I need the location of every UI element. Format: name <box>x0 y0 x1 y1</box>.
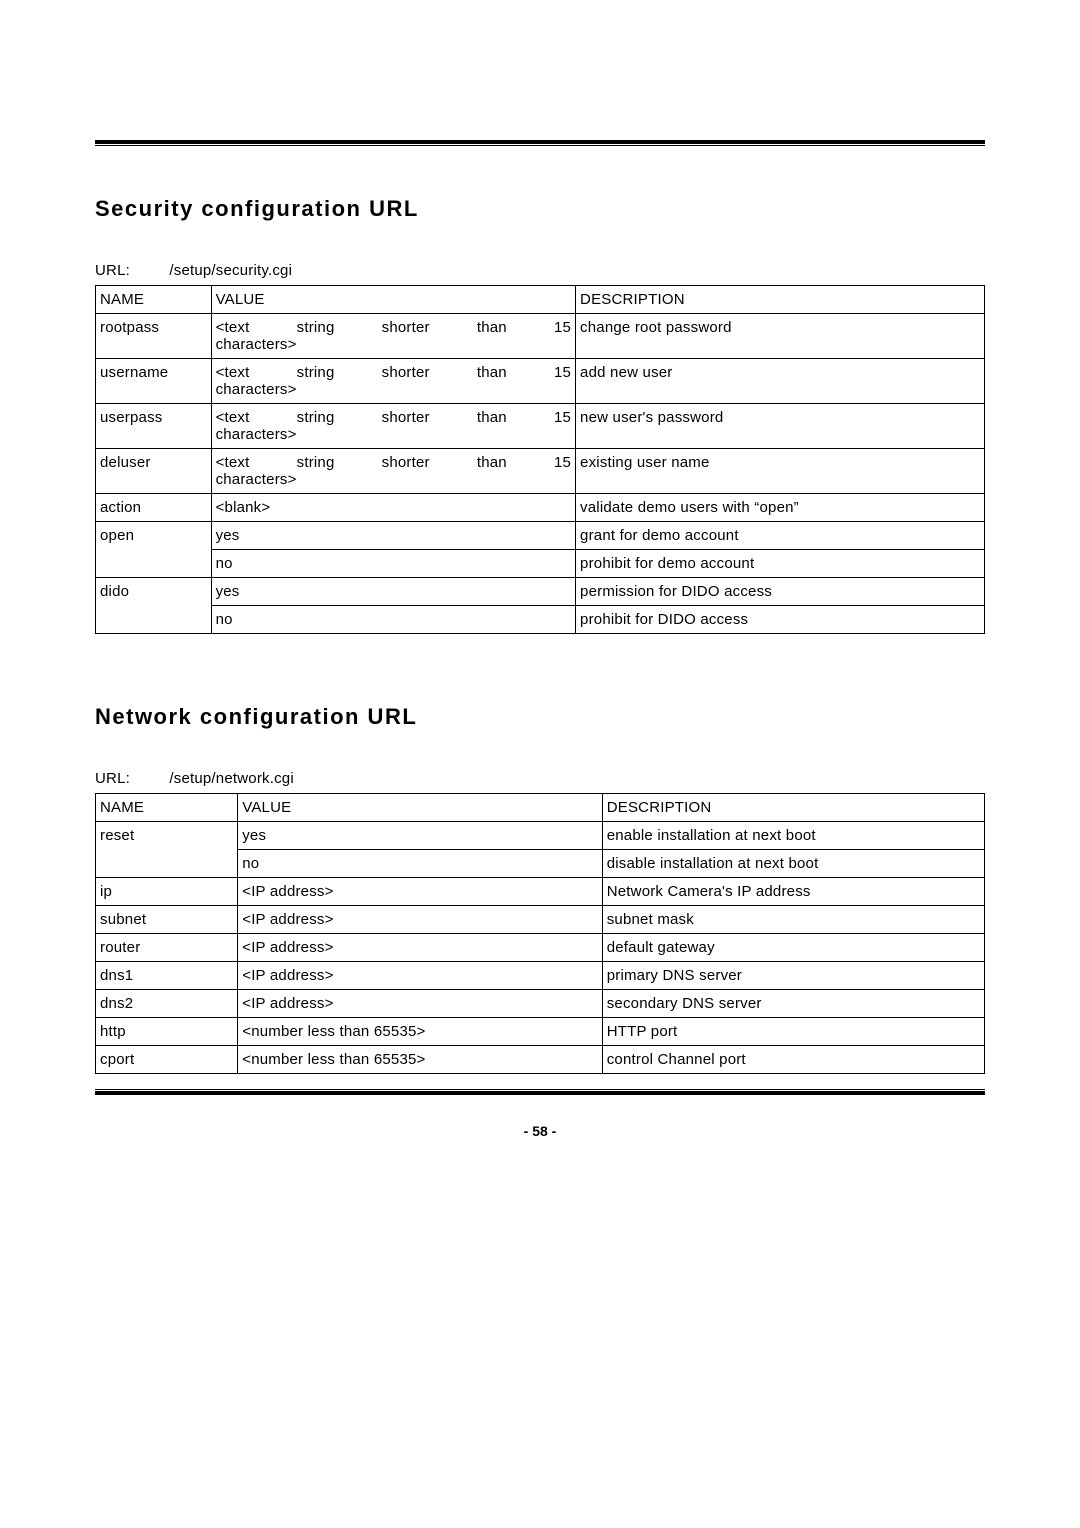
table-cell-desc: enable installation at next boot <box>602 822 984 850</box>
table-cell-name: rootpass <box>96 314 212 359</box>
table-header-name: NAME <box>96 286 212 314</box>
table-cell-value: <text string shorter than 15characters> <box>211 449 575 494</box>
table-cell-desc: primary DNS server <box>602 962 984 990</box>
table-cell-value: <IP address> <box>238 962 602 990</box>
table-cell-name: open <box>96 522 212 578</box>
top-rule <box>95 140 985 146</box>
table-cell-desc: HTTP port <box>602 1018 984 1046</box>
url-label: URL: <box>95 262 165 279</box>
table-cell-desc: prohibit for DIDO access <box>576 606 985 634</box>
table-cell-desc: Network Camera's IP address <box>602 878 984 906</box>
table-cell-value: <text string shorter than 15characters> <box>211 404 575 449</box>
table-header-desc: DESCRIPTION <box>576 286 985 314</box>
table-cell-value: no <box>211 550 575 578</box>
table-cell-value: <text string shorter than 15characters> <box>211 359 575 404</box>
table-cell-desc: prohibit for demo account <box>576 550 985 578</box>
table-cell-value: yes <box>238 822 602 850</box>
table-header-value: VALUE <box>211 286 575 314</box>
page-number: - 58 - <box>95 1123 985 1139</box>
table-cell-name: dns1 <box>96 962 238 990</box>
section-security-heading: Security configuration URL <box>95 196 985 222</box>
table-cell-name: userpass <box>96 404 212 449</box>
table-cell-name: deluser <box>96 449 212 494</box>
table-cell-name: ip <box>96 878 238 906</box>
table-cell-name: username <box>96 359 212 404</box>
table-cell-desc: existing user name <box>576 449 985 494</box>
table-cell-name: http <box>96 1018 238 1046</box>
table-cell-value: no <box>238 850 602 878</box>
table-cell-value: <text string shorter than 15characters> <box>211 314 575 359</box>
page-container: Security configuration URL URL: /setup/s… <box>0 0 1080 1199</box>
security-table: NAMEVALUEDESCRIPTIONrootpass<text string… <box>95 285 985 634</box>
table-header-name: NAME <box>96 794 238 822</box>
table-cell-name: router <box>96 934 238 962</box>
bottom-rule <box>95 1089 985 1095</box>
table-cell-desc: control Channel port <box>602 1046 984 1074</box>
table-cell-desc: grant for demo account <box>576 522 985 550</box>
url-path: /setup/security.cgi <box>169 262 292 279</box>
table-cell-value: yes <box>211 578 575 606</box>
table-cell-value: <IP address> <box>238 878 602 906</box>
url-path: /setup/network.cgi <box>169 770 294 787</box>
table-cell-desc: add new user <box>576 359 985 404</box>
network-url-line: URL: /setup/network.cgi <box>95 770 985 787</box>
table-cell-value: <blank> <box>211 494 575 522</box>
security-url-line: URL: /setup/security.cgi <box>95 262 985 279</box>
table-header-desc: DESCRIPTION <box>602 794 984 822</box>
table-cell-desc: secondary DNS server <box>602 990 984 1018</box>
table-header-value: VALUE <box>238 794 602 822</box>
table-cell-desc: change root password <box>576 314 985 359</box>
table-cell-value: <IP address> <box>238 990 602 1018</box>
section-network-heading: Network configuration URL <box>95 704 985 730</box>
table-cell-value: <IP address> <box>238 906 602 934</box>
table-cell-value: yes <box>211 522 575 550</box>
table-cell-value: no <box>211 606 575 634</box>
table-cell-name: cport <box>96 1046 238 1074</box>
table-cell-name: action <box>96 494 212 522</box>
table-cell-value: <IP address> <box>238 934 602 962</box>
table-cell-desc: subnet mask <box>602 906 984 934</box>
table-cell-desc: permission for DIDO access <box>576 578 985 606</box>
network-table: NAMEVALUEDESCRIPTION resetyesenable insta… <box>95 793 985 1074</box>
table-cell-desc: disable installation at next boot <box>602 850 984 878</box>
table-cell-desc: validate demo users with “open” <box>576 494 985 522</box>
table-cell-name: subnet <box>96 906 238 934</box>
table-cell-desc: default gateway <box>602 934 984 962</box>
url-label: URL: <box>95 770 165 787</box>
table-cell-name: reset <box>96 822 238 878</box>
table-cell-desc: new user's password <box>576 404 985 449</box>
table-cell-name: dido <box>96 578 212 634</box>
table-cell-value: <number less than 65535> <box>238 1046 602 1074</box>
table-cell-name: dns2 <box>96 990 238 1018</box>
table-cell-value: <number less than 65535> <box>238 1018 602 1046</box>
